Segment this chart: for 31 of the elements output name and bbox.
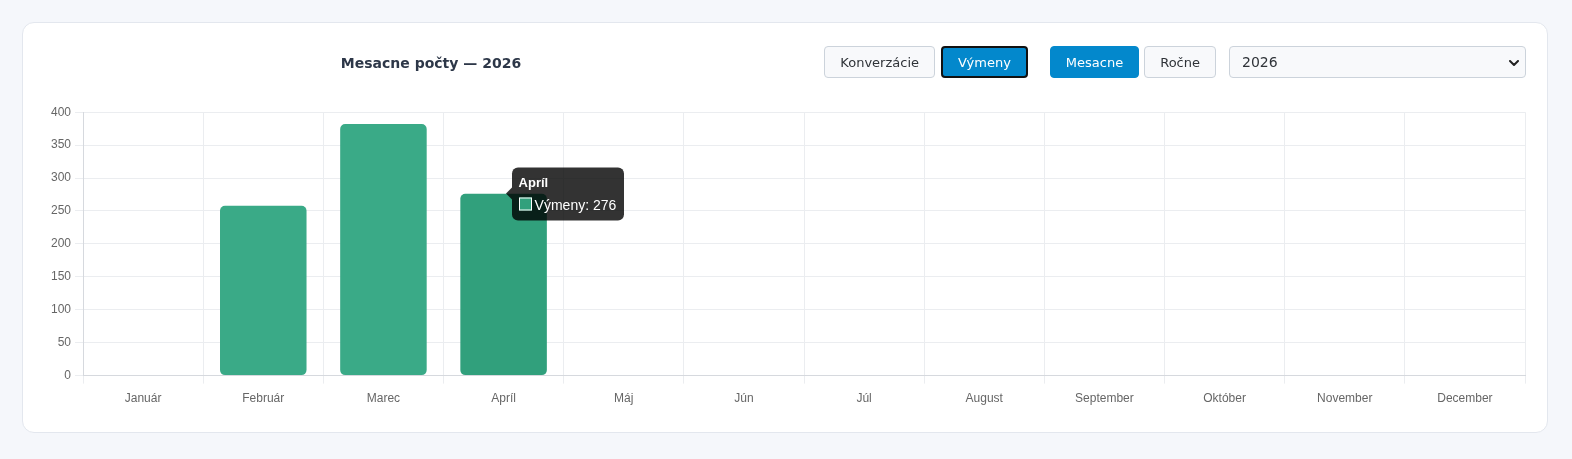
bar: [340, 124, 427, 376]
y-tick-label: 50: [57, 334, 72, 349]
bar: [220, 205, 307, 376]
x-tick-label: Október: [1203, 391, 1246, 406]
y-tick-label: 300: [50, 170, 72, 185]
annotation: Výmeny: 276: [534, 195, 617, 214]
y-tick-label: 400: [50, 104, 72, 119]
chart-title: Mesacne počty — 2026: [339, 54, 523, 73]
y-tick-label: 350: [50, 137, 72, 152]
x-tick-label: November: [1317, 391, 1373, 406]
button: Mesacne: [1049, 46, 1140, 78]
x-tick-label: Apríl: [491, 391, 516, 406]
x-tick-label: Máj: [614, 391, 634, 406]
dropdown: 2026: [1229, 46, 1526, 78]
y-tick-label: 150: [50, 269, 72, 284]
x-tick-label: Marec: [366, 391, 401, 406]
y-tick-label: 0: [64, 367, 72, 382]
y-tick-label: 100: [50, 302, 72, 317]
y-tick-label: 250: [50, 203, 72, 218]
x-tick-label: Január: [124, 391, 162, 406]
button: Ročne: [1144, 46, 1216, 78]
x-tick-label: Júl: [856, 391, 872, 406]
x-tick-label: December: [1437, 391, 1493, 406]
button: Výmeny: [941, 46, 1028, 78]
x-tick-label: August: [965, 391, 1004, 406]
x-tick-label: Február: [242, 391, 285, 406]
annotation: Apríl: [518, 174, 550, 191]
x-tick-label: Jún: [734, 391, 754, 406]
y-tick-label: 200: [50, 236, 72, 251]
x-tick-label: September: [1075, 391, 1134, 406]
button: Konverzácie: [824, 46, 935, 78]
